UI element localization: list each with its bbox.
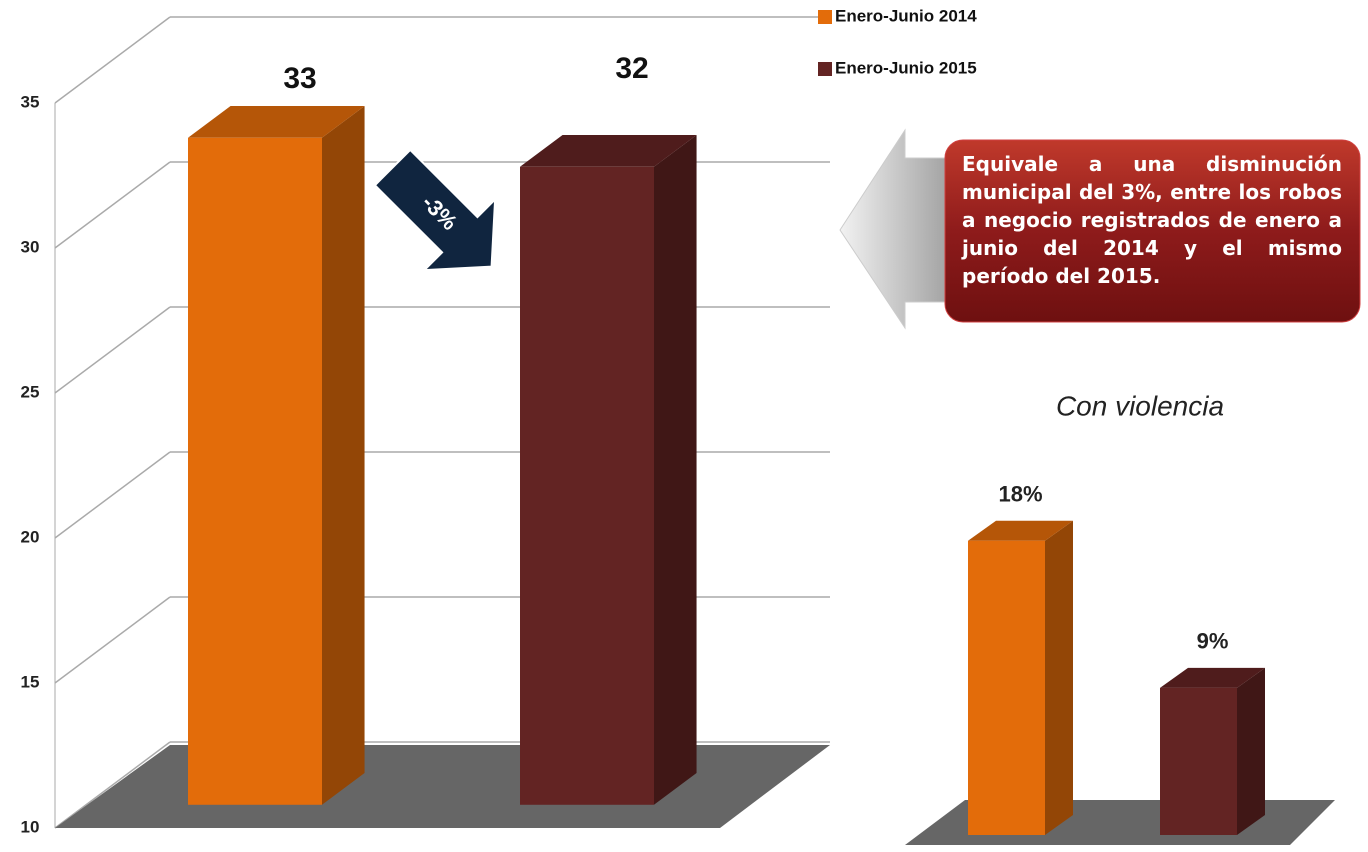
bar (968, 540, 1045, 835)
y-tick-label: 20 (21, 527, 40, 546)
legend-label: Enero-Junio 2015 (835, 58, 977, 77)
y-tick-label: 15 (21, 672, 40, 691)
y-tick-label: 35 (21, 92, 40, 111)
floor (55, 745, 830, 828)
grid-line (54, 741, 171, 829)
small-chart-title: Con violencia (1056, 390, 1224, 421)
grid-line (54, 451, 171, 539)
bar (520, 166, 654, 805)
y-tick-label: 25 (21, 382, 40, 401)
bar-side (1045, 520, 1073, 835)
callout-box (944, 139, 1361, 323)
legend-swatch (818, 10, 832, 24)
callout-arrow (839, 128, 961, 330)
legend-label: Enero-Junio 2014 (835, 6, 977, 25)
value-label: 9% (1197, 629, 1229, 654)
bar-side (1237, 667, 1265, 835)
bar (1160, 687, 1237, 835)
y-tick-label: 30 (21, 237, 40, 256)
bar-top (520, 134, 697, 167)
bar-side (322, 105, 365, 805)
bar-side (654, 134, 697, 805)
bar-top (1160, 667, 1265, 688)
change-arrow: -3% (373, 148, 497, 272)
grid-line (54, 306, 171, 394)
bar (188, 137, 322, 805)
legend-swatch (818, 62, 832, 76)
value-label: 18% (998, 482, 1042, 507)
grid-line (54, 596, 171, 684)
bar-top (968, 520, 1073, 541)
value-label: 33 (283, 62, 316, 95)
grid-line (54, 161, 171, 249)
value-label: 32 (615, 52, 648, 85)
callout-text: Equivale a una disminución municipal del… (962, 152, 1342, 288)
grid-line (54, 16, 171, 104)
y-tick-label: 10 (21, 817, 40, 836)
bar-top (188, 105, 365, 138)
